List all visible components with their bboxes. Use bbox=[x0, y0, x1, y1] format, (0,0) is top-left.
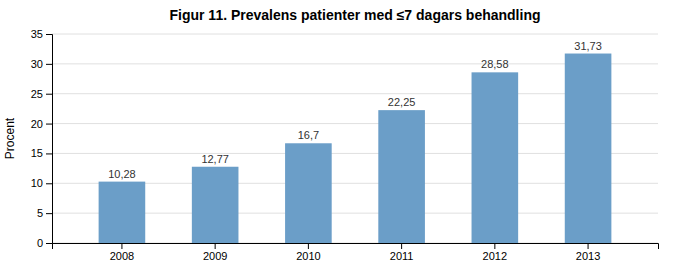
tick-label: 35 bbox=[31, 28, 43, 40]
tick-label: 2013 bbox=[576, 250, 600, 262]
tick-mark bbox=[401, 243, 402, 249]
tick-mark bbox=[46, 94, 52, 95]
tick-label: 25 bbox=[31, 88, 43, 100]
tick-label: 2009 bbox=[203, 250, 227, 262]
bar bbox=[565, 54, 612, 243]
tick: 2009 bbox=[203, 243, 227, 262]
tick-mark bbox=[308, 243, 309, 249]
tick-label: 2011 bbox=[390, 250, 414, 262]
tick-label: 20 bbox=[31, 118, 43, 130]
tick: 0 bbox=[37, 237, 52, 249]
tick-mark bbox=[46, 64, 52, 65]
tick-mark bbox=[215, 243, 216, 249]
axis-line bbox=[46, 35, 53, 244]
tick: 2011 bbox=[390, 243, 414, 262]
tick: 5 bbox=[37, 207, 52, 219]
data-labels: 10,28 12,77 16,7 22,25 28,58 31,73 bbox=[108, 40, 602, 180]
tick-mark bbox=[46, 34, 52, 35]
tick: 15 bbox=[31, 147, 52, 159]
tick: 2013 bbox=[576, 243, 600, 262]
y-axis: 0 5 10 15 20 25 30 35 bbox=[31, 28, 53, 249]
tick-label: 10 bbox=[31, 177, 43, 189]
axis-line bbox=[53, 244, 659, 250]
tick-mark bbox=[494, 243, 495, 249]
bar bbox=[472, 72, 519, 243]
tick-label: 2008 bbox=[110, 250, 134, 262]
data-label: 16,7 bbox=[298, 129, 319, 141]
tick: 10 bbox=[31, 177, 52, 189]
tick: 30 bbox=[31, 58, 52, 70]
tick-mark bbox=[46, 153, 52, 154]
tick-mark bbox=[46, 243, 52, 244]
plot: 0 5 10 15 20 25 30 35 2008 2009 2010 2011 2012 2013 10… bbox=[31, 28, 659, 262]
tick-mark bbox=[121, 243, 122, 249]
tick-label: 2010 bbox=[296, 250, 320, 262]
data-label: 31,73 bbox=[574, 40, 602, 52]
tick: 2012 bbox=[483, 243, 507, 262]
tick-label: 2012 bbox=[483, 250, 507, 262]
tick-label: 0 bbox=[37, 237, 43, 249]
tick-label: 5 bbox=[37, 207, 43, 219]
data-label: 22,25 bbox=[388, 96, 416, 108]
tick: 20 bbox=[31, 118, 52, 130]
chart: 0 5 10 15 20 25 30 35 2008 2009 2010 2011 2012 2013 10… bbox=[0, 0, 674, 269]
tick: 25 bbox=[31, 88, 52, 100]
bar bbox=[99, 182, 146, 243]
bar bbox=[192, 167, 239, 243]
y-axis-title: Procent bbox=[3, 117, 17, 159]
tick: 2008 bbox=[110, 243, 134, 262]
tick-label: 15 bbox=[31, 147, 43, 159]
title: Figur 11. Prevalens patienter med ≤7 dag… bbox=[169, 7, 540, 23]
tick: 2010 bbox=[296, 243, 320, 262]
bars bbox=[99, 54, 612, 243]
tick-mark bbox=[46, 183, 52, 184]
tick-mark bbox=[46, 124, 52, 125]
x-axis: 2008 2009 2010 2011 2012 2013 bbox=[53, 243, 659, 262]
grid-line bbox=[52, 34, 658, 35]
data-label: 12,77 bbox=[201, 153, 229, 165]
tick-label: 30 bbox=[31, 58, 43, 70]
bar bbox=[378, 110, 425, 243]
data-label: 10,28 bbox=[108, 168, 136, 180]
data-label: 28,58 bbox=[481, 58, 509, 70]
tick: 35 bbox=[31, 28, 52, 40]
tick-mark bbox=[46, 213, 52, 214]
tick-mark bbox=[588, 243, 589, 249]
bar bbox=[285, 143, 332, 243]
grid bbox=[52, 34, 658, 243]
